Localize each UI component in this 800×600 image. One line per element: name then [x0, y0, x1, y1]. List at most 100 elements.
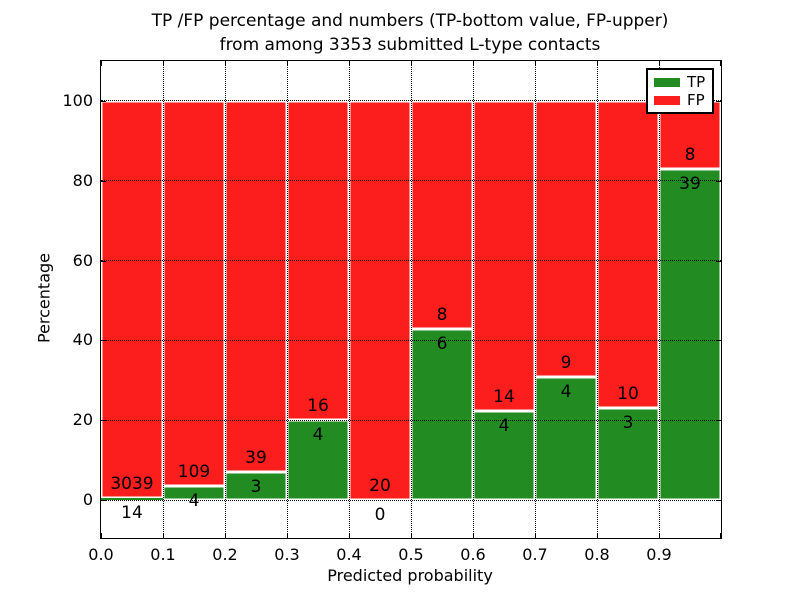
bar-segment-tp [535, 377, 597, 501]
axis-tick [597, 533, 598, 538]
axis-tick [287, 533, 288, 538]
tp-count-label: 0 [374, 505, 386, 526]
bar-segment-fp [535, 100, 597, 378]
fp-count-label: 14 [493, 387, 515, 408]
tp-count-label: 4 [188, 490, 200, 511]
x-tick-label: 0.2 [212, 545, 238, 564]
gridline-vertical [472, 61, 474, 538]
x-tick-label: 0.7 [522, 545, 548, 564]
axis-tick [411, 61, 412, 66]
axis-tick [716, 340, 721, 342]
bar-segment-tp [411, 328, 473, 501]
x-tick-label: 0.5 [398, 545, 424, 564]
axis-tick [225, 533, 226, 538]
y-tick-label: 60 [72, 250, 93, 270]
bar-segment-tp [101, 498, 163, 501]
legend-item-fp: FP [654, 91, 706, 109]
axis-tick [720, 61, 721, 66]
tp-count-label: 3 [622, 412, 634, 433]
x-tick-label: 0.3 [274, 545, 300, 564]
gridline-vertical [162, 61, 164, 538]
x-tick-label: 0.0 [88, 545, 114, 564]
axis-tick [659, 61, 660, 66]
gridline-horizontal [101, 100, 721, 102]
bar-segment-fp [411, 100, 473, 329]
legend: TP FP [646, 68, 714, 114]
axis-tick [411, 533, 412, 538]
bar-segment-fp [597, 100, 659, 408]
gridline-vertical [348, 61, 350, 538]
x-tick-label: 0.1 [150, 545, 176, 564]
gridline-horizontal [101, 339, 721, 341]
chart-title: TP /FP percentage and numbers (TP-bottom… [100, 9, 720, 57]
bar-segment-fp [225, 100, 287, 472]
gridline-vertical [224, 61, 226, 538]
bar-segment-fp [473, 100, 535, 412]
axis-tick [597, 61, 598, 66]
tp-count-label: 4 [498, 416, 510, 437]
x-axis-label: Predicted probability [327, 566, 493, 585]
axis-tick [101, 533, 102, 538]
axis-tick [101, 100, 106, 102]
gridline-vertical [410, 61, 412, 538]
chart-title-line1: TP /FP percentage and numbers (TP-bottom… [151, 11, 669, 31]
y-tick-label: 100 [62, 90, 93, 110]
axis-tick [163, 533, 164, 538]
axis-tick [225, 61, 226, 66]
legend-label-tp: TP [687, 72, 706, 91]
gridline-vertical [534, 61, 536, 538]
axis-tick [349, 61, 350, 66]
x-tick-label: 0.9 [646, 545, 672, 564]
axis-tick [349, 533, 350, 538]
fp-count-label: 39 [245, 447, 267, 468]
axis-tick [163, 61, 164, 66]
axis-tick [101, 180, 106, 182]
bar-segment-tp [597, 407, 659, 501]
axis-tick [535, 61, 536, 66]
fp-count-label: 16 [307, 396, 329, 417]
gridline-horizontal [101, 180, 721, 182]
bar-segment-tp [225, 471, 287, 501]
fp-count-label: 8 [436, 304, 448, 325]
y-tick-label: 0 [82, 490, 93, 510]
legend-label-fp: FP [687, 90, 705, 109]
gridline-horizontal [101, 419, 721, 421]
axis-tick [101, 260, 106, 262]
axis-tick [101, 340, 106, 342]
gridline-vertical [596, 61, 598, 538]
gridline-vertical [286, 61, 288, 538]
axis-tick [287, 61, 288, 66]
fp-count-label: 109 [177, 461, 211, 482]
axis-tick [720, 533, 721, 538]
legend-item-tp: TP [654, 73, 706, 91]
axis-tick [659, 533, 660, 538]
fp-count-label: 10 [617, 383, 639, 404]
legend-swatch-tp-icon [654, 77, 680, 87]
bar-segment-tp [163, 485, 225, 501]
axis-tick [716, 100, 721, 102]
fp-count-label: 20 [369, 476, 391, 497]
x-tick-label: 0.8 [584, 545, 610, 564]
tp-count-label: 14 [121, 503, 143, 524]
chart-title-line2: from among 3353 submitted L-type contact… [219, 35, 601, 55]
axis-tick [535, 533, 536, 538]
y-tick-label: 20 [72, 410, 93, 430]
axis-tick [101, 61, 102, 66]
bar-segment-tp [659, 168, 721, 501]
axis-tick [473, 533, 474, 538]
gridline-vertical [658, 61, 660, 538]
axis-tick [101, 420, 106, 422]
x-tick-label: 0.6 [460, 545, 486, 564]
axis-tick [101, 500, 106, 502]
tp-count-label: 4 [312, 425, 324, 446]
gridline-horizontal [101, 499, 721, 501]
legend-swatch-fp-icon [654, 95, 680, 105]
bar-segment-tp [473, 411, 535, 501]
axis-tick [716, 420, 721, 422]
y-tick-label: 40 [72, 330, 93, 350]
bar-segment-fp [349, 100, 411, 501]
gridline-horizontal [101, 260, 721, 262]
tp-count-label: 39 [679, 173, 701, 194]
tp-count-label: 4 [560, 382, 572, 403]
